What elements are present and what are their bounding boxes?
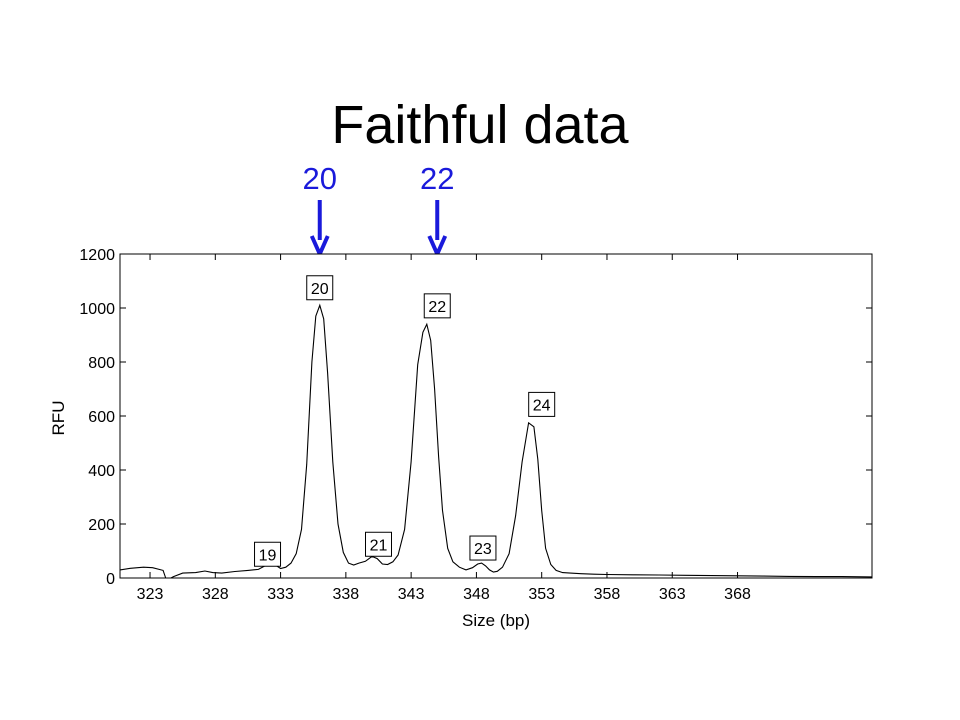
peak-label: 21 [365,531,392,557]
signal-trace [119,303,873,579]
peak-label-box [469,535,497,561]
peak-labels: 19 20 21 22 23 24 [254,275,556,567]
peak-label-text: 24 [533,397,551,414]
peak-label-text: 21 [370,537,388,554]
callout-22: 22 [420,161,454,259]
callout-arrows: 20 22 [303,161,454,259]
y-tick-label: 0 [106,571,115,588]
callout-20: 20 [303,161,337,259]
callout-label: 22 [420,161,454,196]
peak-label: 20 [306,275,334,301]
peak-label-text: 22 [428,299,446,316]
x-tick-label: 323 [137,586,164,603]
x-tick-label: 338 [333,586,360,603]
peak-label-box [365,531,392,557]
peak-label-text: 19 [259,547,277,564]
peak-label-box [306,275,334,301]
callout-label: 20 [303,161,337,196]
x-tick-label: 333 [267,586,294,603]
peak-label-box [254,541,282,567]
y-tick-label: 600 [88,409,115,426]
peak-label-box [528,391,556,417]
x-tick-label: 343 [398,586,425,603]
peak-label: 22 [423,293,451,319]
axis-ticks: 323 328 333 338 343 348 353 358 363 368 0 200 400 600… [79,247,872,603]
slide-title: Faithful data [331,95,629,155]
peak-label: 24 [528,391,556,417]
y-tick-label: 1000 [79,301,115,318]
x-tick-label: 353 [528,586,555,603]
x-axis-title: Size (bp) [462,611,530,630]
y-tick-label: 400 [88,463,115,480]
x-tick-label: 328 [202,586,229,603]
y-tick-label: 1200 [79,247,115,264]
y-axis-title: RFU [49,401,68,436]
peak-label: 19 [254,541,282,567]
x-tick-label: 358 [594,586,621,603]
y-tick-label: 800 [88,355,115,372]
peak-label-text: 20 [311,281,329,298]
peak-label-text: 23 [474,541,492,558]
x-tick-label: 363 [659,586,686,603]
plot-frame [119,253,873,579]
peak-label-box [423,293,451,319]
peak-label: 23 [469,535,497,561]
y-tick-label: 200 [88,517,115,534]
x-tick-label: 348 [463,586,490,603]
x-tick-label: 368 [724,586,751,603]
